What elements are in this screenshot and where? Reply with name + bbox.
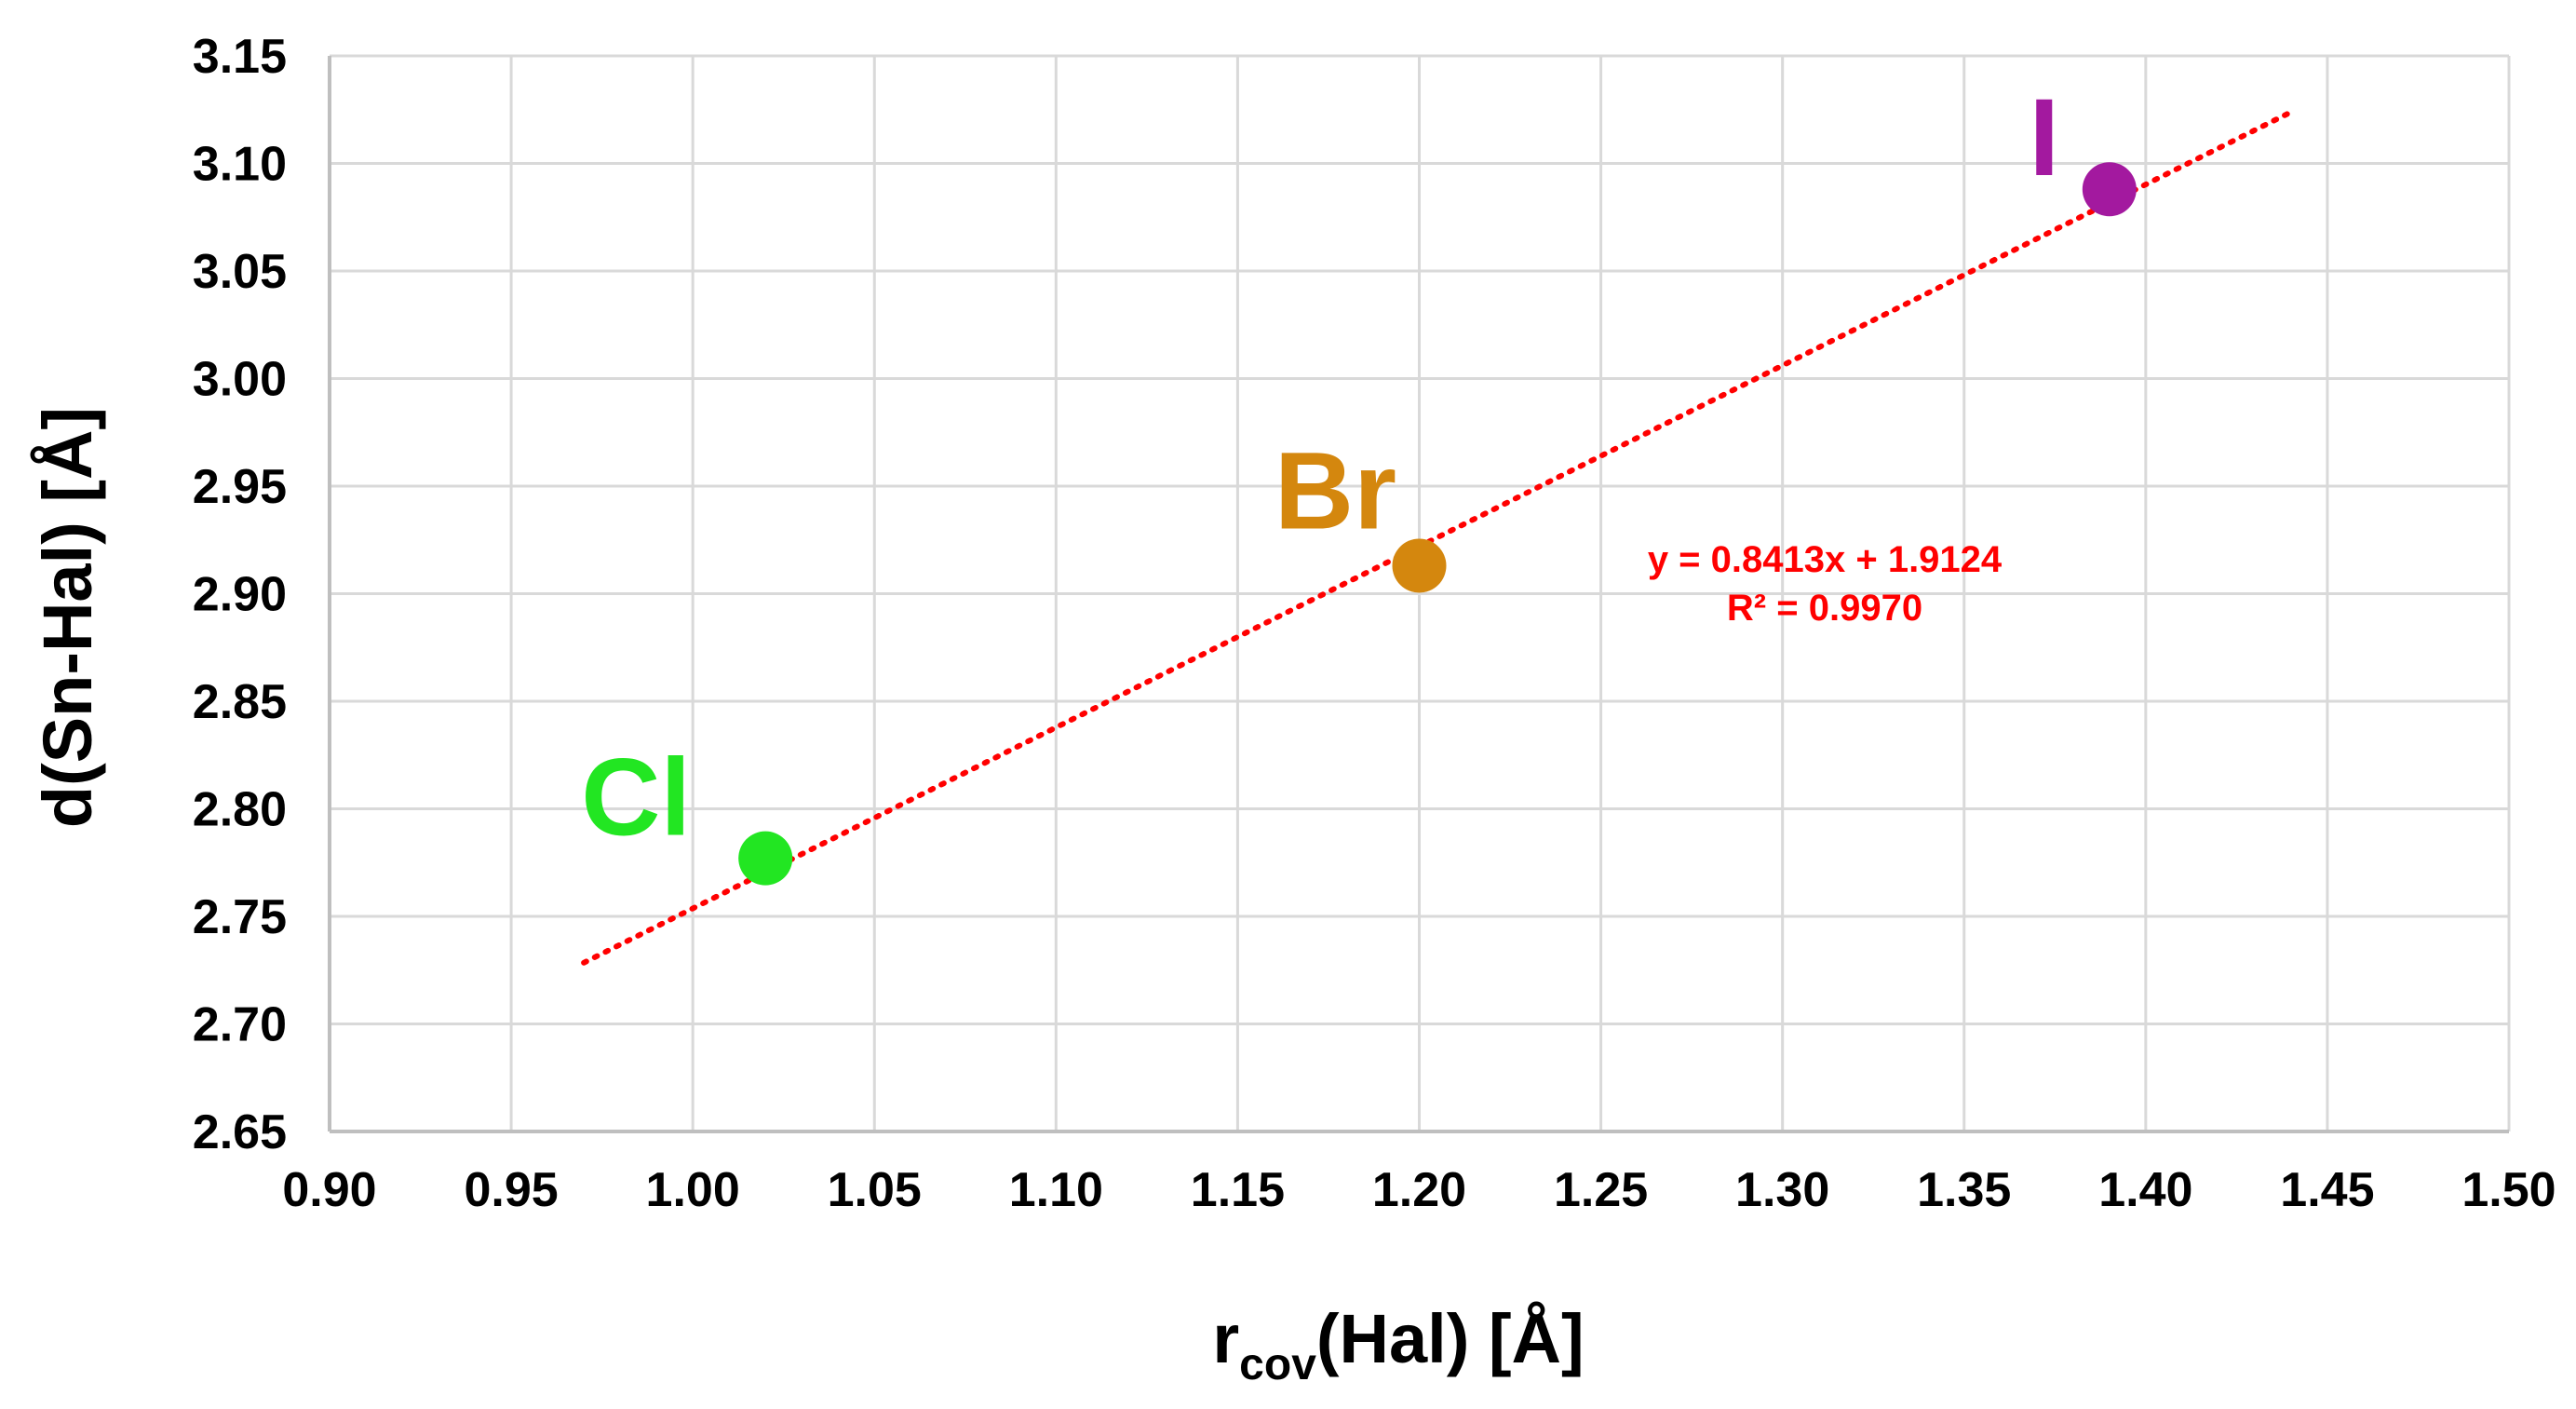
data-point-label-br: Br [1275, 429, 1396, 552]
data-point-label-cl: Cl [581, 737, 691, 860]
x-axis-title-subscript: cov [1239, 1340, 1316, 1389]
x-tick-label: 1.00 [646, 1163, 740, 1217]
y-tick-label: 2.95 [193, 460, 287, 514]
y-tick-label: 2.85 [193, 675, 287, 729]
x-tick-label: 1.05 [828, 1163, 922, 1217]
trendline-r-squared: R² = 0.9970 [1727, 588, 1922, 629]
x-tick-label: 1.45 [2280, 1163, 2374, 1217]
y-tick-label: 2.65 [193, 1105, 287, 1159]
trendline [581, 109, 2294, 966]
y-axis-title: d(Sn-Hal) [Å] [29, 407, 106, 828]
data-points: Cl Br I [581, 76, 2137, 886]
x-tick-label: 1.15 [1191, 1163, 1285, 1217]
x-tick-label: 1.10 [1009, 1163, 1103, 1217]
trendline-equation: y = 0.8413x + 1.9124 [1648, 539, 2003, 580]
x-tick-label: 1.20 [1372, 1163, 1466, 1217]
x-tick-label: 1.35 [1917, 1163, 2011, 1217]
y-tick-label: 2.70 [193, 998, 287, 1052]
x-tick-label: 1.40 [2098, 1163, 2192, 1217]
y-tick-labels: 2.65 2.70 2.75 2.80 2.85 2.90 2.95 3.00 3.05 3.10… [193, 30, 287, 1159]
plot-axes [328, 56, 2509, 1133]
y-tick-label: 2.90 [193, 568, 287, 622]
data-point-label-i: I [2029, 76, 2059, 199]
data-point-br [1392, 538, 1447, 593]
y-tick-label: 2.75 [193, 890, 287, 944]
x-tick-label: 0.90 [282, 1163, 376, 1217]
x-axis-title: rcov(Hal) [Å] [1212, 1300, 1584, 1389]
trendline-group [581, 109, 2294, 966]
y-tick-label: 3.15 [193, 30, 287, 84]
y-tick-label: 3.05 [193, 245, 287, 299]
x-tick-label: 1.30 [1735, 1163, 1829, 1217]
y-tick-label: 3.10 [193, 138, 287, 192]
x-tick-label: 0.95 [464, 1163, 558, 1217]
data-point-cl [738, 831, 793, 886]
x-axis-title-rest: (Hal) [Å] [1316, 1300, 1585, 1377]
x-axis-title-main: r [1212, 1300, 1239, 1377]
x-tick-labels: 0.90 0.95 1.00 1.05 1.10 1.15 1.20 1.25 1.30 1.35… [282, 1163, 2556, 1217]
grid-lines [330, 54, 2511, 1131]
y-tick-label: 3.00 [193, 353, 287, 407]
y-tick-label: 2.80 [193, 783, 287, 837]
x-tick-label: 1.50 [2461, 1163, 2556, 1217]
x-tick-label: 1.25 [1554, 1163, 1648, 1217]
data-point-i [2082, 162, 2137, 217]
